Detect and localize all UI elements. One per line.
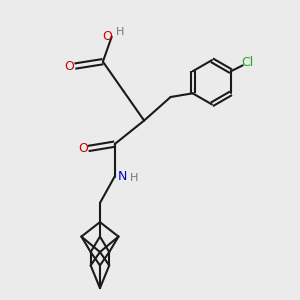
Text: N: N (117, 170, 127, 183)
Text: Cl: Cl (241, 56, 253, 69)
Text: H: H (116, 27, 124, 37)
Text: H: H (130, 173, 139, 183)
Text: O: O (102, 30, 112, 43)
Text: O: O (78, 142, 88, 155)
Text: O: O (65, 60, 75, 73)
